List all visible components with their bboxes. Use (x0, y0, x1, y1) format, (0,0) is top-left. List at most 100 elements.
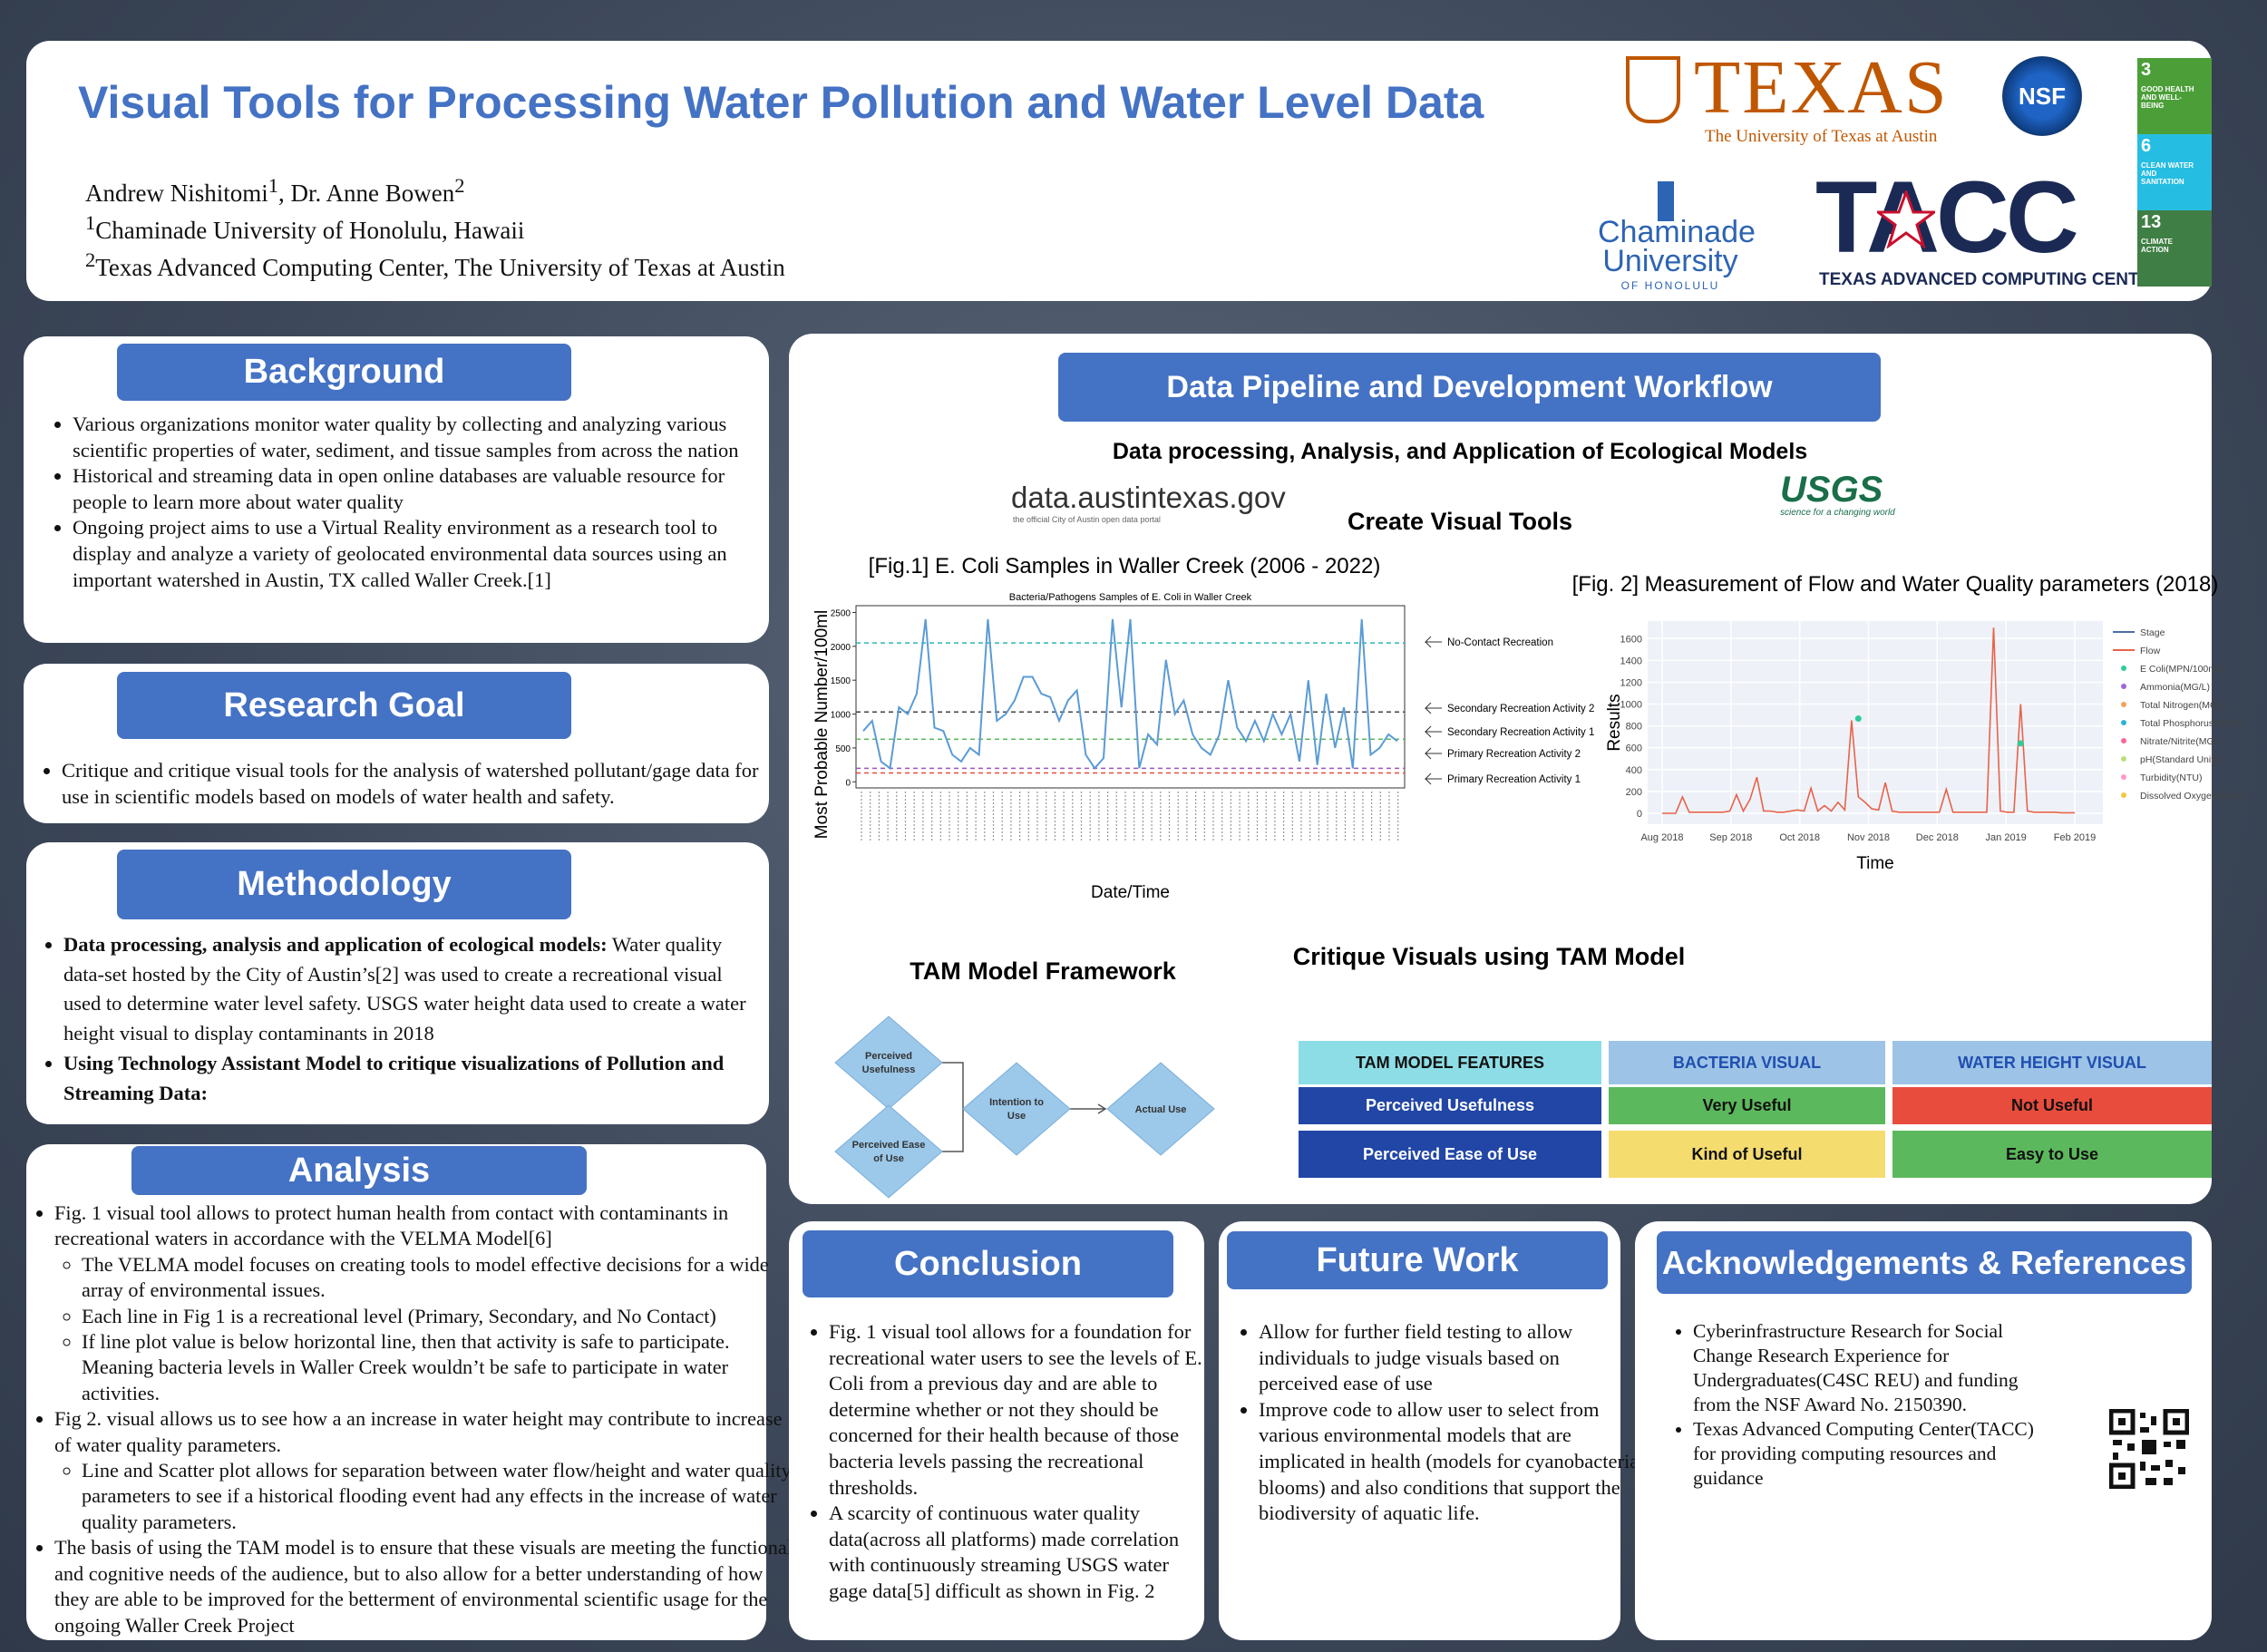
table-cell: Easy to Use (1892, 1131, 2212, 1178)
tam-heading: TAM Model Framework (910, 957, 1176, 985)
y-tick-label: 0 (1637, 809, 1642, 820)
usgs-logo: USGS (1780, 470, 1883, 510)
y-tick-label: 1600 (1620, 634, 1642, 645)
annotation: Primary Recreation Activity 1 (1447, 774, 1581, 785)
chaminade-tower (1658, 181, 1674, 221)
sub-list: Line and Scatter plot allows for separat… (54, 1458, 793, 1535)
x-tick-label: Sep 2018 (1709, 832, 1752, 843)
legend-swatch (2121, 702, 2126, 707)
affiliation: 1Chaminade University of Honolulu, Hawai… (85, 211, 524, 245)
header-card (26, 41, 2212, 301)
section-heading: Analysis (131, 1146, 587, 1195)
chaminade-logo: Chaminade University OF HONOLULU (1598, 217, 1756, 296)
bullet-list: Various organizations monitor water qual… (42, 412, 771, 593)
bullet-bold: Using Technology Assistant Model to crit… (63, 1051, 725, 1104)
sdg-tile: 13 CLIMATE ACTION (2137, 210, 2212, 287)
x-tick-label: Feb 2019 (2054, 832, 2096, 843)
annotation: No-Contact Recreation (1447, 637, 1553, 648)
legend-swatch (2121, 684, 2126, 689)
tam-node-label: Perceived Ease of Use (852, 1140, 926, 1164)
bullet-list: Critique and critique visual tools for t… (31, 758, 778, 810)
x-axis-label: Time (1856, 854, 1894, 873)
bullet-list: Fig. 1 visual tool allows for a foundati… (798, 1319, 1210, 1605)
author: Andrew Nishitomi (85, 180, 268, 207)
y-axis-label: Results (1605, 694, 1624, 751)
annotation-arrow (1424, 773, 1442, 785)
chaminade-line: University (1602, 244, 1738, 278)
sub-bullet: Each line in Fig 1 is a recreational lev… (82, 1304, 793, 1329)
future-card (1219, 1221, 1620, 1640)
sub-bullet: Line and Scatter plot allows for separat… (82, 1458, 793, 1535)
fig-caption: [Fig.1] E. Coli Samples in Waller Creek … (868, 554, 1381, 578)
scatter-point (2017, 740, 2024, 747)
sdg-tile: 3 GOOD HEALTH AND WELL-BEING (2137, 58, 2212, 134)
legend-label: Nitrate/Nitrite(MG/L) (2140, 736, 2225, 747)
sdg-label: GOOD HEALTH AND WELL-BEING (2141, 85, 2194, 110)
chart-title: Bacteria/Pathogens Samples of E. Coli in… (1009, 592, 1252, 603)
fig-caption: [Fig. 2] Measurement of Flow and Water Q… (1571, 572, 2219, 597)
legend-label: Stage (2140, 627, 2165, 638)
x-axis-label: Date/Time (1091, 883, 1170, 902)
bullet: Data processing, analysis and applicatio… (63, 930, 762, 1049)
legend-label: E Coli(MPN/100mL) (2140, 664, 2224, 675)
austin-data-sub: the official City of Austin open data po… (1013, 515, 1161, 524)
qr-code (2109, 1409, 2189, 1489)
annotation-arrow (1424, 636, 1442, 648)
legend-label: Flow (2140, 646, 2161, 656)
bullet: A scarcity of continuous water quality d… (829, 1501, 1210, 1604)
bullet: Using Technology Assistant Model to crit… (63, 1049, 762, 1108)
section-heading: Future Work (1227, 1231, 1608, 1289)
y-tick-label: 1000 (1620, 700, 1642, 711)
tam-node-label: Intention to Use (989, 1097, 1044, 1122)
y-tick-label: 2500 (831, 608, 851, 618)
y-tick-label: 800 (1626, 722, 1642, 733)
nsf-logo: NSF (2002, 56, 2082, 136)
table-cell: Very Useful (1609, 1087, 1885, 1124)
y-tick-label: 500 (835, 744, 851, 754)
legend-label: Turbidity(NTU) (2140, 773, 2202, 783)
y-tick-label: 1000 (831, 711, 851, 721)
sub-bullet: The VELMA model focuses on creating tool… (82, 1252, 793, 1304)
data-line (862, 618, 1398, 771)
y-axis-label: Most Probable Number/100ml (812, 610, 832, 839)
tam-node-label: Perceived Usefulness (862, 1051, 916, 1075)
sub-bullet: If line plot value is below horizontal l… (82, 1329, 793, 1406)
bullet: Allow for further field testing to allow… (1259, 1319, 1639, 1397)
y-tick-label: 600 (1626, 743, 1642, 754)
x-tick-label: Jan 2019 (1986, 832, 2027, 843)
affiliation-sup: 1 (85, 211, 96, 234)
usgs-sub: science for a changing world (1780, 508, 1895, 518)
tam-node (1106, 1062, 1215, 1156)
section-heading: Conclusion (803, 1230, 1173, 1297)
affiliation: 2Texas Advanced Computing Center, The Un… (85, 248, 785, 282)
tacc-sub: TEXAS ADVANCED COMPUTING CENTER (1819, 270, 2163, 289)
bullet: Historical and streaming data in open on… (73, 463, 771, 515)
poster-title: Visual Tools for Processing Water Pollut… (78, 77, 1484, 128)
table-cell: TAM MODEL FEATURES (1299, 1041, 1601, 1084)
legend-label: Total Nitrogen(MG/L) (2140, 700, 2228, 711)
table-cell: Kind of Useful (1609, 1131, 1885, 1178)
section-heading: Background (117, 344, 571, 401)
y-tick-label: 400 (1626, 765, 1642, 776)
legend-label: Ammonia(MG/L) (2140, 682, 2210, 693)
sdg-number: 3 (2141, 60, 2152, 80)
flow-line (1662, 627, 2075, 814)
tam-node (834, 1104, 943, 1199)
y-tick-label: 1200 (1620, 677, 1642, 688)
legend-swatch (2121, 792, 2126, 798)
x-tick-label: Dec 2018 (1916, 832, 1959, 843)
y-tick-label: 1400 (1620, 656, 1642, 666)
legend-swatch (2121, 756, 2126, 762)
analysis-card (26, 1144, 766, 1640)
section-heading: Methodology (117, 850, 571, 919)
legend-swatch (2121, 666, 2126, 671)
table-cell: Perceived Ease of Use (1299, 1131, 1601, 1178)
table-cell: BACTERIA VISUAL (1609, 1041, 1885, 1084)
bullet: Texas Advanced Computing Center(TACC) fo… (1693, 1417, 2038, 1491)
y-tick-label: 0 (845, 778, 851, 788)
table-cell: Not Useful (1892, 1087, 2212, 1124)
bullet-text: The basis of using the TAM model is to e… (54, 1536, 793, 1637)
bullet: Ongoing project aims to use a Virtual Re… (73, 515, 771, 593)
plot-bg (1648, 621, 2103, 824)
